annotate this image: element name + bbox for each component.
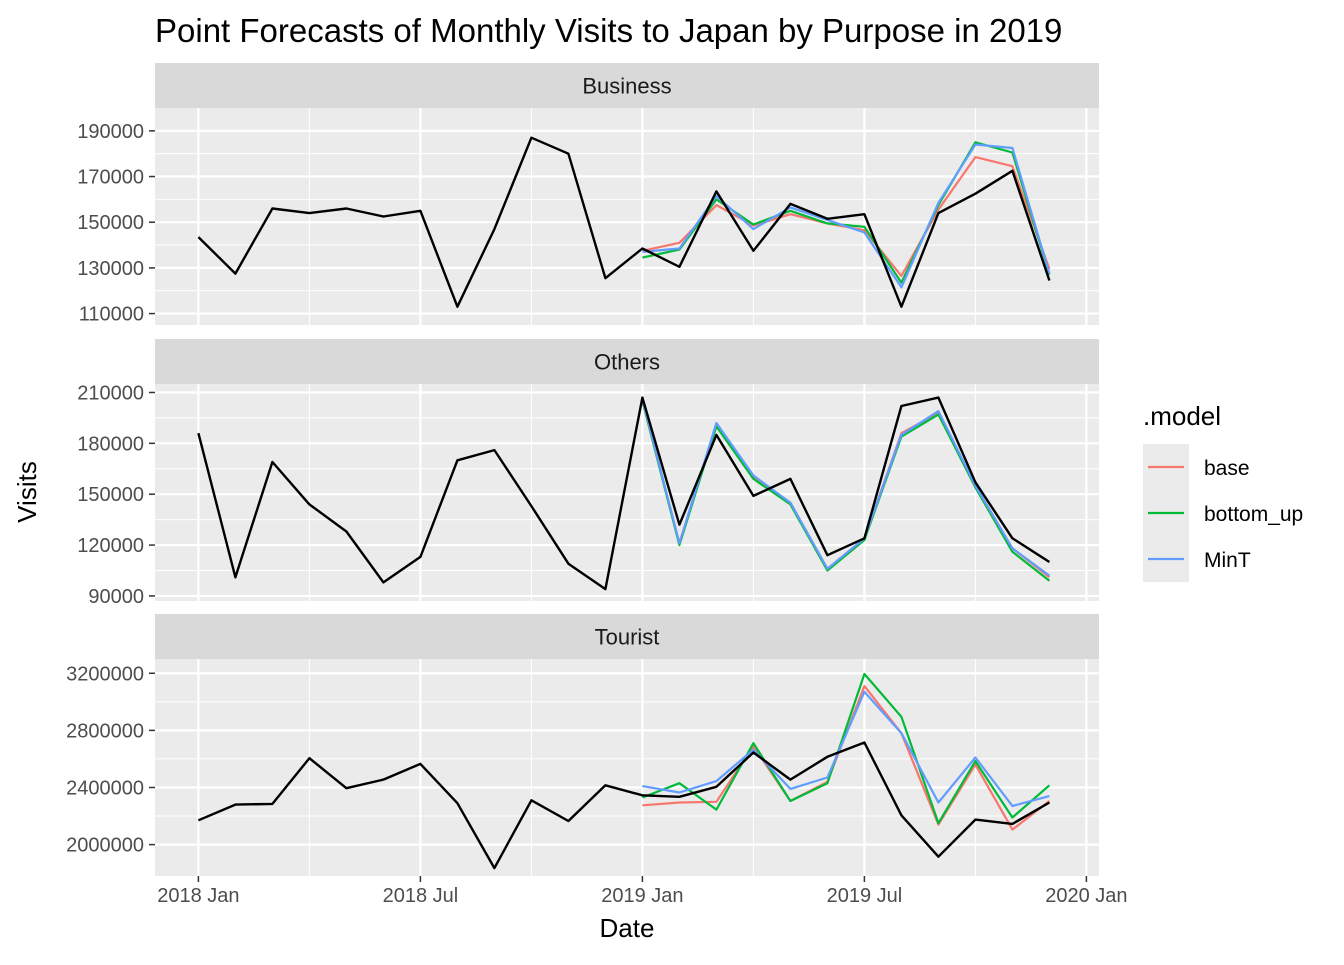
y-tick-label: 150000: [77, 212, 144, 234]
panel-tourist: Tourist 2000000 2400000 2800000 3200000: [66, 614, 1099, 876]
y-tick-label: 120000: [77, 535, 144, 557]
legend-items: base bottom_up MinT: [1143, 444, 1303, 582]
series-line-actual: [197, 396, 1051, 591]
y-axis-title: Visits: [12, 461, 42, 523]
strip-background: [155, 63, 1099, 108]
panel-business: Business 110000 130000 150000 170000 190000: [77, 63, 1099, 326]
y-tick-label: 170000: [77, 167, 144, 189]
series-lines: [197, 396, 1051, 591]
y-tick-label: 210000: [77, 382, 144, 404]
y-tick-label: 2000000: [66, 835, 144, 857]
x-axis: 2018 Jan 2018 Jul 2019 Jan 2019 Jul 2020 Jan: [157, 876, 1128, 907]
legend-label: MinT: [1204, 549, 1251, 572]
panel-others: Others 90000 120000 150000 180000 210000: [77, 339, 1099, 608]
panel-background: [155, 384, 1099, 601]
series-line-actual: [197, 741, 1051, 870]
series-line-mint: [641, 399, 1051, 577]
y-tick-label: 90000: [88, 586, 144, 608]
series-line-actual: [197, 136, 1051, 308]
y-tick-label: 2400000: [66, 777, 144, 799]
facet-panels: Business 110000 130000 150000 170000 190000 Ot…: [66, 63, 1099, 876]
x-tick-label: 2018 Jul: [383, 885, 459, 907]
x-axis-title: Date: [600, 913, 655, 943]
legend-label: bottom_up: [1204, 503, 1303, 526]
x-tick-label: 2020 Jan: [1045, 885, 1127, 907]
series-lines: [197, 672, 1051, 870]
y-tick-label: 110000: [79, 304, 144, 326]
strip-label-business: Business: [582, 74, 671, 99]
legend-item-bottom-up: bottom_up: [1143, 490, 1303, 536]
panel-background: [155, 659, 1099, 876]
legend-title: .model: [1143, 401, 1221, 431]
chart-title: Point Forecasts of Monthly Visits to Jap…: [155, 12, 1062, 49]
y-tick-label: 180000: [77, 433, 144, 455]
y-tick-label: 190000: [77, 121, 144, 143]
strip-label-tourist: Tourist: [595, 625, 660, 650]
y-tick-label: 130000: [77, 258, 144, 280]
series-line-mint: [642, 690, 1050, 808]
legend-item-mint: MinT: [1143, 536, 1251, 582]
strip-label-others: Others: [594, 350, 660, 375]
y-tick-label: 2800000: [66, 720, 144, 742]
strip-background: [155, 339, 1099, 384]
series-lines: [197, 136, 1051, 308]
strip-background: [155, 614, 1099, 659]
series-line-bottom-up: [642, 672, 1051, 825]
legend-label: base: [1204, 457, 1250, 480]
y-tick-label: 3200000: [66, 663, 144, 685]
x-tick-label: 2018 Jan: [157, 885, 239, 907]
y-tick-label: 150000: [77, 484, 144, 506]
legend-item-base: base: [1143, 444, 1250, 490]
x-tick-label: 2019 Jan: [601, 885, 683, 907]
legend: .model base bottom_up MinT: [1143, 401, 1303, 582]
x-tick-label: 2019 Jul: [827, 885, 903, 907]
panel-background: [155, 108, 1099, 325]
